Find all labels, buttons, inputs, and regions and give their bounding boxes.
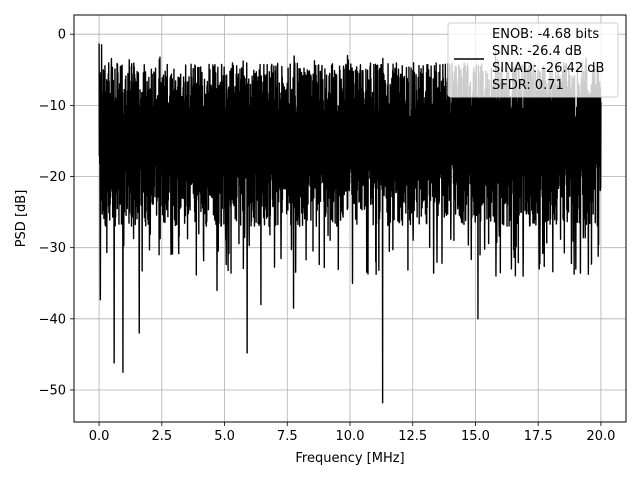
- y-tick-label: −10: [39, 99, 66, 114]
- x-tick-label: 15.0: [461, 429, 490, 444]
- legend-box: [447, 22, 619, 98]
- x-axis-ticks: 0.0 2.5 5.0 7.5 10.0 12.5 15.0 17.5 20.0: [89, 422, 615, 444]
- y-tick-label: 0: [58, 28, 66, 43]
- y-tick-label: −30: [39, 241, 66, 256]
- y-tick-label: −20: [39, 170, 66, 185]
- y-axis-label: PSD [dB]: [14, 190, 29, 248]
- x-tick-label: 10.0: [336, 429, 365, 444]
- x-tick-label: 2.5: [151, 429, 172, 444]
- y-tick-label: −50: [39, 383, 66, 398]
- x-tick-label: 5.0: [214, 429, 235, 444]
- legend: ENOB: -4.68 bits SNR: -26.4 dB SINAD: -2…: [447, 22, 619, 98]
- psd-series: [98, 43, 602, 404]
- y-tick-label: −40: [39, 312, 66, 327]
- legend-sfdr: SFDR: 0.71: [492, 78, 564, 93]
- x-tick-label: 7.5: [277, 429, 298, 444]
- legend-snr: SNR: -26.4 dB: [492, 44, 582, 59]
- x-tick-label: 20.0: [586, 429, 615, 444]
- legend-sinad: SINAD: -26.42 dB: [492, 61, 604, 76]
- x-tick-label: 0.0: [89, 429, 110, 444]
- legend-enob: ENOB: -4.68 bits: [492, 27, 599, 42]
- psd-line: [98, 43, 602, 404]
- x-tick-label: 17.5: [524, 429, 553, 444]
- x-axis-label: Frequency [MHz]: [295, 451, 404, 466]
- y-axis-ticks: 0 −10 −20 −30 −40 −50: [39, 28, 74, 398]
- x-tick-label: 12.5: [398, 429, 427, 444]
